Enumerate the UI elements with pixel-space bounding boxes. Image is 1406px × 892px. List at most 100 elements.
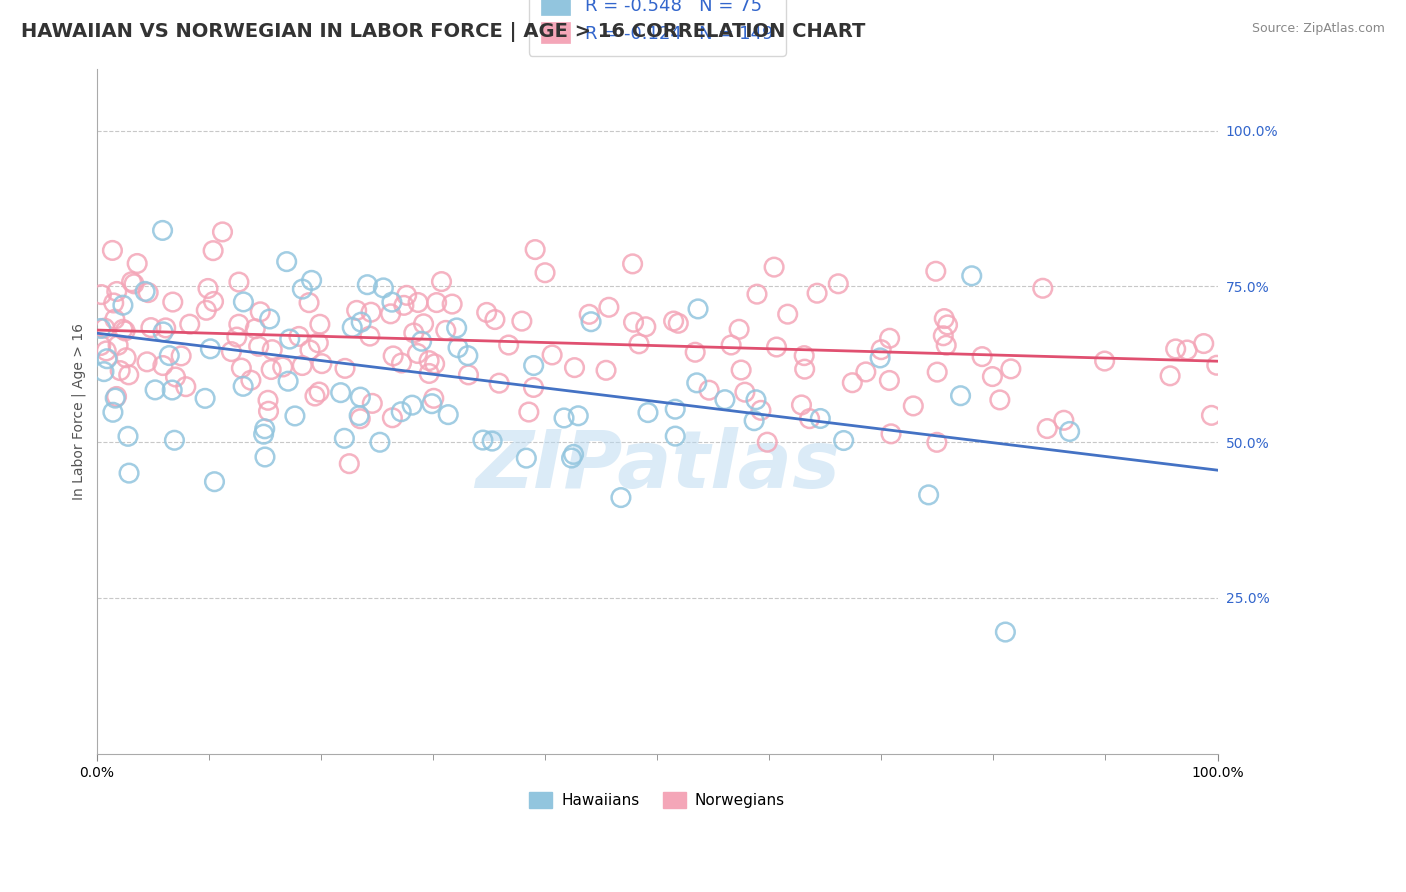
Point xyxy=(101,405,124,419)
Point xyxy=(793,362,815,376)
Point xyxy=(278,332,301,346)
Point xyxy=(903,399,925,413)
Point xyxy=(382,349,405,363)
Point xyxy=(437,408,460,422)
Point xyxy=(249,305,271,319)
Point xyxy=(253,427,276,442)
Point xyxy=(936,318,959,332)
Point xyxy=(423,392,446,406)
Point xyxy=(793,349,815,363)
Point xyxy=(879,331,901,345)
Point xyxy=(111,298,134,312)
Point xyxy=(117,429,139,443)
Point xyxy=(253,450,276,464)
Point xyxy=(288,329,311,343)
Point xyxy=(122,277,145,291)
Point xyxy=(406,346,429,360)
Point xyxy=(790,398,813,412)
Point xyxy=(1000,362,1022,376)
Point xyxy=(561,450,583,465)
Point xyxy=(637,406,659,420)
Point xyxy=(152,325,174,339)
Point xyxy=(170,349,193,363)
Point xyxy=(949,389,972,403)
Point xyxy=(714,392,737,407)
Point xyxy=(579,315,602,329)
Point xyxy=(623,315,645,329)
Point xyxy=(664,429,686,443)
Point xyxy=(228,318,250,332)
Point xyxy=(1059,425,1081,439)
Point xyxy=(163,434,186,448)
Point xyxy=(360,305,382,319)
Point xyxy=(1036,421,1059,435)
Point xyxy=(447,341,470,355)
Point xyxy=(598,300,620,314)
Point xyxy=(664,402,686,417)
Point xyxy=(927,365,949,379)
Point xyxy=(1175,343,1198,357)
Point xyxy=(925,264,948,278)
Point xyxy=(136,285,159,300)
Point xyxy=(498,338,520,352)
Point xyxy=(418,367,440,381)
Point xyxy=(430,275,453,289)
Point xyxy=(471,433,494,447)
Point xyxy=(517,405,540,419)
Point xyxy=(232,294,254,309)
Point xyxy=(697,383,720,397)
Point xyxy=(361,396,384,410)
Point xyxy=(420,397,443,411)
Point xyxy=(195,303,218,318)
Point xyxy=(93,365,115,379)
Point xyxy=(308,385,330,400)
Point xyxy=(115,351,138,365)
Point xyxy=(745,287,768,301)
Point xyxy=(523,359,546,373)
Point xyxy=(105,285,128,299)
Point xyxy=(103,296,125,310)
Point xyxy=(247,339,270,353)
Point xyxy=(257,393,280,408)
Point xyxy=(391,356,413,370)
Point xyxy=(395,288,418,302)
Point xyxy=(932,328,955,343)
Point xyxy=(841,376,863,390)
Point xyxy=(253,422,276,436)
Point xyxy=(162,295,184,310)
Point xyxy=(799,411,821,425)
Point xyxy=(627,336,650,351)
Point xyxy=(870,343,893,357)
Point xyxy=(484,312,506,326)
Point xyxy=(309,318,332,332)
Point xyxy=(686,376,709,390)
Point xyxy=(200,342,222,356)
Point xyxy=(329,385,352,400)
Point xyxy=(225,330,247,344)
Point xyxy=(578,307,600,321)
Point xyxy=(152,223,174,237)
Point xyxy=(728,322,751,336)
Point xyxy=(157,349,180,363)
Point xyxy=(239,373,262,387)
Point xyxy=(90,338,112,352)
Point xyxy=(111,322,134,336)
Point xyxy=(564,360,586,375)
Point xyxy=(90,287,112,301)
Point xyxy=(1192,336,1215,351)
Point xyxy=(634,319,657,334)
Point xyxy=(368,435,391,450)
Point xyxy=(734,385,756,400)
Point xyxy=(1205,358,1227,372)
Point xyxy=(621,257,644,271)
Point xyxy=(855,365,877,379)
Point xyxy=(204,475,226,489)
Point xyxy=(349,390,371,404)
Point xyxy=(259,312,281,326)
Point xyxy=(1094,354,1116,368)
Point xyxy=(434,323,457,337)
Point xyxy=(136,355,159,369)
Point xyxy=(194,392,217,406)
Point xyxy=(423,357,446,371)
Point xyxy=(333,361,356,376)
